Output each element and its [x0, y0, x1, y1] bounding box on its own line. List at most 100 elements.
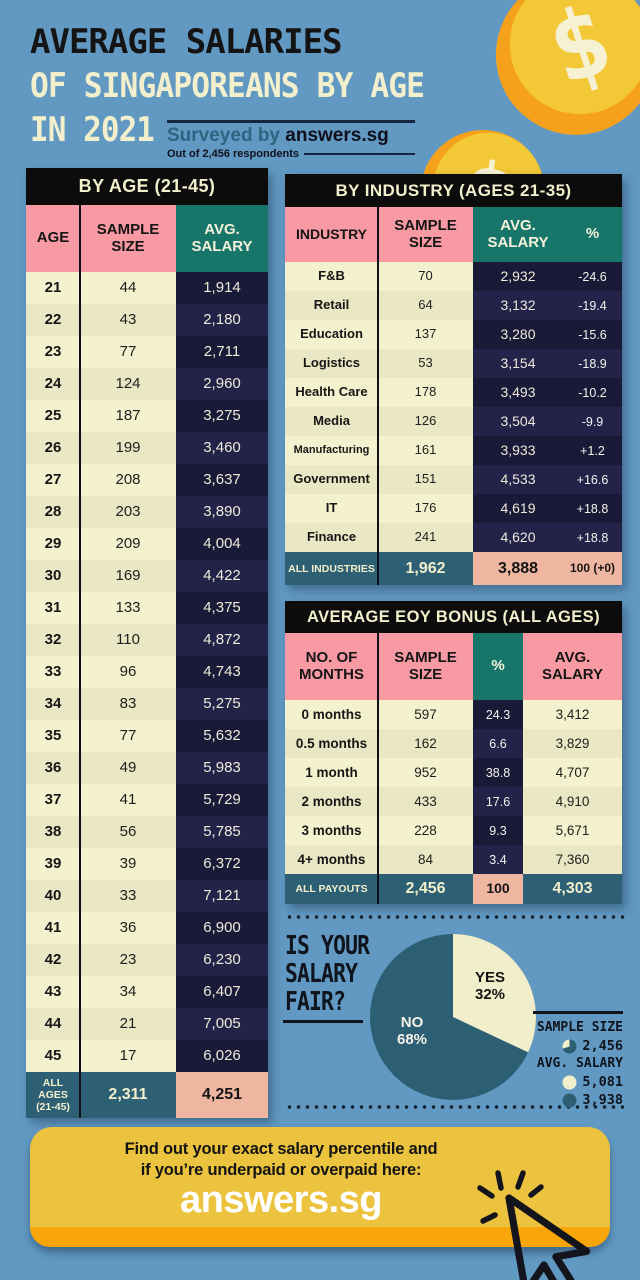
eoy-cell: 2 months — [285, 787, 378, 816]
eoy-total-salary: 4,303 — [523, 874, 622, 904]
by-age-cell: 43 — [80, 304, 176, 336]
by-age-cell: 36 — [26, 752, 80, 784]
by-age-cell: 33 — [26, 656, 80, 688]
column-header-avg-salary: AVG. SALARY — [473, 207, 563, 262]
eoy-cell: 3,412 — [523, 700, 622, 729]
total-label-line2: (21-45) — [36, 1101, 70, 1113]
eoy-rows: 0 months 597 24.3 3,412 0.5 months 162 6.6 3,82… — [285, 700, 622, 874]
by-age-cell: 208 — [80, 464, 176, 496]
by-age-cell: 39 — [80, 848, 176, 880]
by-age-row: 39 39 6,372 — [26, 848, 268, 880]
eoy-header-row: NO. OF MONTHS SAMPLE SIZE % AVG. SALARY — [285, 633, 622, 700]
by-age-row: 45 17 6,026 — [26, 1040, 268, 1072]
pie-label-yes: YES 32% — [458, 969, 522, 1003]
eoy-cell: 38.8 — [473, 758, 523, 787]
by-age-table-title: BY AGE (21-45) — [26, 168, 268, 205]
by-industry-cell: 3,154 — [473, 349, 563, 378]
by-industry-table-title: BY INDUSTRY (AGES 21-35) — [285, 174, 622, 207]
column-header-avg-salary: AVG. SALARY — [523, 633, 622, 700]
by-age-cell: 187 — [80, 400, 176, 432]
legend-no-value: 3,938 — [582, 1092, 623, 1108]
eoy-row: 0.5 months 162 6.6 3,829 — [285, 729, 622, 758]
legend-avg-salary-label: AVG. SALARY — [536, 1056, 623, 1071]
eoy-cell: 24.3 — [473, 700, 523, 729]
by-age-cell: 26 — [26, 432, 80, 464]
by-industry-cell: 241 — [378, 523, 473, 552]
by-age-rows: 21 44 1,914 22 43 2,180 23 77 2,711 24 124 2,960 25 1… — [26, 272, 268, 1072]
eoy-cell: 5,671 — [523, 816, 622, 845]
by-industry-cell: 178 — [378, 378, 473, 407]
by-industry-cell: 4,619 — [473, 494, 563, 523]
eoy-cell: 3.4 — [473, 845, 523, 874]
by-industry-cell: 3,933 — [473, 436, 563, 465]
by-industry-row: Education 137 3,280 -15.6 — [285, 320, 622, 349]
by-age-cell: 6,407 — [176, 976, 268, 1008]
eoy-cell: 597 — [378, 700, 473, 729]
by-industry-cell: 151 — [378, 465, 473, 494]
by-age-cell: 3,460 — [176, 432, 268, 464]
cursor-click-icon — [477, 1170, 591, 1280]
by-age-cell: 6,372 — [176, 848, 268, 880]
column-header-age: AGE — [26, 205, 80, 272]
legend-no-row: 3,938 — [500, 1091, 623, 1109]
eoy-cell: 162 — [378, 729, 473, 758]
by-industry-cell: +1.2 — [563, 436, 622, 465]
cta-banner[interactable]: Find out your exact salary percentile an… — [30, 1127, 610, 1247]
by-age-cell: 41 — [26, 912, 80, 944]
by-age-cell: 27 — [26, 464, 80, 496]
eoy-cell: 228 — [378, 816, 473, 845]
total-label-line1: ALL AGES — [38, 1077, 68, 1101]
eoy-total-sample: 2,456 — [378, 874, 473, 904]
by-age-cell: 3,637 — [176, 464, 268, 496]
surveyed-brand-link[interactable]: answers.sg — [285, 125, 389, 146]
by-age-cell: 5,785 — [176, 816, 268, 848]
legend-sample-size-label: SAMPLE SIZE — [536, 1020, 623, 1035]
by-industry-cell: 161 — [378, 436, 473, 465]
by-industry-cell: F&B — [285, 262, 378, 291]
by-industry-cell: 126 — [378, 407, 473, 436]
by-age-cell: 28 — [26, 496, 80, 528]
by-age-cell: 23 — [26, 336, 80, 368]
by-industry-row: Logistics 53 3,154 -18.9 — [285, 349, 622, 378]
pie-label-yes-text: YES — [474, 969, 505, 986]
by-age-cell: 6,230 — [176, 944, 268, 976]
by-age-cell: 96 — [80, 656, 176, 688]
eoy-cell: 0 months — [285, 700, 378, 729]
column-header-avg-salary: AVG. SALARY — [176, 205, 268, 272]
by-industry-cell: 137 — [378, 320, 473, 349]
by-age-row: 28 203 3,890 — [26, 496, 268, 528]
by-industry-row: Finance 241 4,620 +18.8 — [285, 523, 622, 552]
by-age-row: 33 96 4,743 — [26, 656, 268, 688]
salary-fair-underline — [283, 1020, 363, 1023]
by-age-cell: 17 — [80, 1040, 176, 1072]
by-industry-cell: 4,620 — [473, 523, 563, 552]
by-industry-cell: -15.6 — [563, 320, 622, 349]
by-age-cell: 1,914 — [176, 272, 268, 304]
pie-label-no: NO 68% — [380, 1014, 444, 1048]
by-age-row: 21 44 1,914 — [26, 272, 268, 304]
by-age-cell: 5,983 — [176, 752, 268, 784]
coin-icon-large: $ — [495, 0, 640, 135]
pie-label-no-text: NO — [400, 1014, 424, 1031]
eoy-cell: 4,910 — [523, 787, 622, 816]
by-age-cell: 33 — [80, 880, 176, 912]
by-age-row: 35 77 5,632 — [26, 720, 268, 752]
by-age-cell: 4,422 — [176, 560, 268, 592]
eoy-cell: 4+ months — [285, 845, 378, 874]
by-age-cell: 40 — [26, 880, 80, 912]
column-divider — [79, 205, 81, 1118]
by-age-cell: 21 — [80, 1008, 176, 1040]
by-age-row: 23 77 2,711 — [26, 336, 268, 368]
by-age-cell: 4,375 — [176, 592, 268, 624]
eoy-cell: 3,829 — [523, 729, 622, 758]
by-age-row: 44 21 7,005 — [26, 1008, 268, 1040]
eoy-cell: 1 month — [285, 758, 378, 787]
by-industry-header-row: INDUSTRY SAMPLE SIZE AVG. SALARY % — [285, 207, 622, 262]
by-age-cell: 49 — [80, 752, 176, 784]
by-age-cell: 77 — [80, 720, 176, 752]
by-industry-cell: -24.6 — [563, 262, 622, 291]
legend-yes-row: 5,081 — [500, 1073, 623, 1091]
by-age-cell: 23 — [80, 944, 176, 976]
banner-brand-link[interactable]: answers.sg — [180, 1179, 383, 1221]
by-age-cell: 39 — [26, 848, 80, 880]
